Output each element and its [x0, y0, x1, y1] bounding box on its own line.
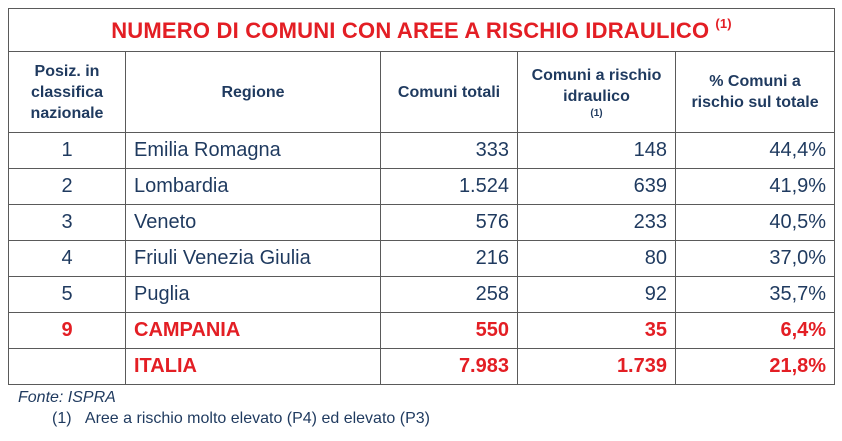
cell-percentage: 41,9%	[674, 168, 836, 205]
cell-risk: 639	[517, 168, 676, 205]
cell-position	[8, 348, 126, 385]
cell-total: 333	[380, 132, 518, 169]
cell-risk: 35	[517, 312, 676, 349]
table-row: 1 Emilia Romagna 333 148 44,4%	[8, 132, 836, 169]
table-footer: Fonte: ISPRA (1) Aree a rischio molto el…	[8, 389, 834, 428]
cell-total: 550	[380, 312, 518, 349]
cell-percentage: 37,0%	[674, 240, 836, 277]
title-note-marker: (1)	[715, 16, 732, 31]
cell-risk: 233	[517, 204, 676, 241]
cell-percentage: 21,8%	[674, 348, 836, 385]
header-risk-note-marker: (1)	[590, 108, 603, 119]
table-row: 9 CAMPANIA 550 35 6,4%	[8, 312, 836, 349]
cell-region: CAMPANIA	[125, 312, 381, 349]
cell-total: 7.983	[380, 348, 518, 385]
title-text: NUMERO DI COMUNI CON AREE A RISCHIO IDRA…	[111, 18, 710, 43]
table-figure: NUMERO DI COMUNI CON AREE A RISCHIO IDRA…	[7, 8, 836, 438]
cell-risk: 80	[517, 240, 676, 277]
header-total-municipalities: Comuni totali	[380, 51, 518, 133]
cell-percentage: 40,5%	[674, 204, 836, 241]
cell-risk: 1.739	[517, 348, 676, 385]
header-risk-label: Comuni a rischio idraulico	[531, 67, 662, 105]
header-row: Posiz. in classifica nazionale Regione C…	[8, 51, 836, 133]
cell-position: 3	[8, 204, 126, 241]
header-risk-percentage: % Comuni a rischio sul totale	[674, 51, 836, 133]
header-region: Regione	[125, 51, 381, 133]
footnote: (1) Aree a rischio molto elevato (P4) ed…	[8, 410, 834, 428]
cell-risk: 92	[517, 276, 676, 313]
table-row: ITALIA 7.983 1.739 21,8%	[8, 348, 836, 385]
footnote-marker: (1)	[52, 410, 72, 427]
cell-percentage: 6,4%	[674, 312, 836, 349]
table-row: 5 Puglia 258 92 35,7%	[8, 276, 836, 313]
cell-total: 1.524	[380, 168, 518, 205]
table-title: NUMERO DI COMUNI CON AREE A RISCHIO IDRA…	[7, 8, 836, 52]
cell-region: ITALIA	[125, 348, 381, 385]
cell-position: 2	[8, 168, 126, 205]
cell-region: Emilia Romagna	[125, 132, 381, 169]
cell-total: 576	[380, 204, 518, 241]
cell-percentage: 44,4%	[674, 132, 836, 169]
footnote-text: Aree a rischio molto elevato (P4) ed ele…	[84, 410, 430, 427]
cell-position: 9	[8, 312, 126, 349]
cell-position: 4	[8, 240, 126, 277]
cell-region: Friuli Venezia Giulia	[125, 240, 381, 277]
cell-risk: 148	[517, 132, 676, 169]
cell-region: Lombardia	[125, 168, 381, 205]
cell-total: 216	[380, 240, 518, 277]
cell-region: Veneto	[125, 204, 381, 241]
header-position: Posiz. in classifica nazionale	[8, 51, 126, 133]
cell-region: Puglia	[125, 276, 381, 313]
header-risk-municipalities: Comuni a rischio idraulico (1)	[517, 51, 676, 133]
table-row: 2 Lombardia 1.524 639 41,9%	[8, 168, 836, 205]
cell-percentage: 35,7%	[674, 276, 836, 313]
cell-position: 5	[8, 276, 126, 313]
table-row: 4 Friuli Venezia Giulia 216 80 37,0%	[8, 240, 836, 277]
table-row: 3 Veneto 576 233 40,5%	[8, 204, 836, 241]
source-note: Fonte: ISPRA	[18, 389, 116, 406]
cell-position: 1	[8, 132, 126, 169]
cell-total: 258	[380, 276, 518, 313]
data-table: NUMERO DI COMUNI CON AREE A RISCHIO IDRA…	[7, 8, 836, 385]
